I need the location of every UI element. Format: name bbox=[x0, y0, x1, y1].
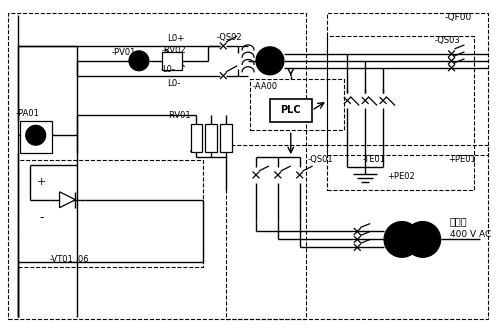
Circle shape bbox=[129, 51, 149, 71]
Text: L0+: L0+ bbox=[166, 34, 184, 44]
Bar bbox=[18, 160, 204, 267]
Text: L0-: L0- bbox=[162, 65, 174, 74]
Bar bbox=[270, 99, 312, 122]
Bar bbox=[20, 121, 52, 153]
Text: +PE01: +PE01 bbox=[448, 154, 476, 164]
Text: -RV02: -RV02 bbox=[162, 47, 186, 55]
Text: -TE01: -TE01 bbox=[362, 154, 385, 164]
Text: -PV01: -PV01 bbox=[111, 49, 136, 57]
Text: -QF00: -QF00 bbox=[444, 13, 472, 22]
Text: L0-: L0- bbox=[166, 79, 180, 88]
Text: -QS03: -QS03 bbox=[434, 36, 460, 46]
Bar bbox=[328, 36, 474, 190]
Text: A: A bbox=[32, 131, 39, 140]
Text: -QS01: -QS01 bbox=[308, 154, 334, 164]
Text: -: - bbox=[40, 211, 44, 224]
Text: -RV01: -RV01 bbox=[166, 111, 192, 120]
Polygon shape bbox=[60, 192, 76, 208]
Bar bbox=[250, 79, 344, 130]
Text: 厂用电: 厂用电 bbox=[450, 216, 467, 227]
Text: +PE02: +PE02 bbox=[387, 172, 415, 182]
Bar bbox=[226, 145, 488, 319]
Bar bbox=[220, 124, 232, 152]
Circle shape bbox=[26, 125, 46, 145]
Text: V: V bbox=[136, 56, 142, 65]
Bar bbox=[328, 13, 488, 155]
Bar bbox=[162, 52, 182, 70]
Text: +: + bbox=[37, 177, 46, 187]
Text: 400 V AC: 400 V AC bbox=[450, 230, 491, 239]
Bar bbox=[206, 124, 218, 152]
Text: -QS02: -QS02 bbox=[216, 33, 242, 43]
Circle shape bbox=[405, 221, 440, 257]
Text: -PA01: -PA01 bbox=[16, 109, 40, 118]
Bar bbox=[8, 13, 306, 319]
Circle shape bbox=[256, 47, 284, 75]
Bar bbox=[190, 124, 202, 152]
Text: F: F bbox=[267, 56, 273, 66]
Text: -VT01..06: -VT01..06 bbox=[50, 255, 89, 264]
Circle shape bbox=[384, 221, 420, 257]
Text: PLC: PLC bbox=[280, 105, 301, 115]
Text: -AA00: -AA00 bbox=[253, 82, 278, 91]
